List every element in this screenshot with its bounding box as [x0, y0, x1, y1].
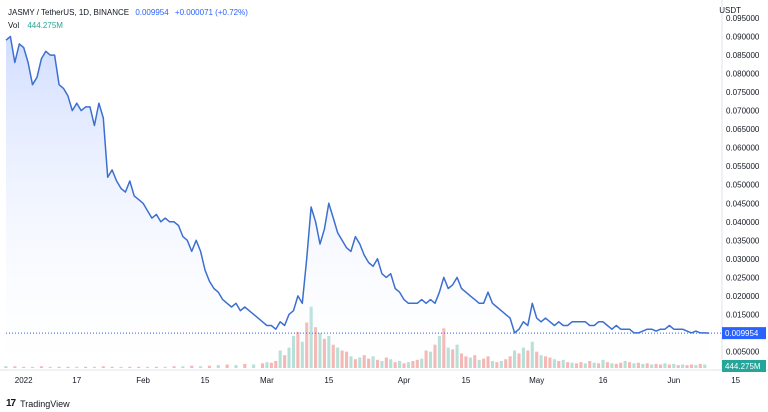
time-tick-label: May [529, 376, 544, 385]
price-area [6, 36, 710, 370]
price-tick-label: 0.020000 [726, 292, 760, 301]
tradingview-brand: TradingView [20, 398, 70, 409]
time-tick-label: 16 [599, 376, 608, 385]
time-tick-label: 15 [731, 376, 740, 385]
last-price: 0.009954 [135, 8, 169, 17]
price-tick-label: 0.095000 [726, 14, 760, 23]
symbol-label: JASMY / TetherUS, 1D, BINANCE [8, 8, 130, 17]
volume-row: Vol 444.275M [8, 19, 248, 32]
volume-tag [722, 360, 766, 372]
symbol-row: JASMY / TetherUS, 1D, BINANCE 0.009954 +… [8, 6, 248, 19]
price-tick-label: 0.065000 [726, 125, 760, 134]
price-tick-label: 0.035000 [726, 236, 760, 245]
price-tick-label: 0.060000 [726, 144, 760, 153]
price-tick-label: 0.080000 [726, 70, 760, 79]
price-tick-label: 0.025000 [726, 273, 760, 282]
time-tick-label: 15 [461, 376, 470, 385]
price-tick-label: 0.040000 [726, 218, 760, 227]
price-tick-label: 0.045000 [726, 199, 760, 208]
price-tick-label: 0.070000 [726, 107, 760, 116]
time-tick-label: Jun [667, 376, 680, 385]
price-tick-label: 0.055000 [726, 162, 760, 171]
time-tick-label: Feb [136, 376, 150, 385]
price-tick-label: 0.030000 [726, 255, 760, 264]
time-tick-label: 15 [324, 376, 333, 385]
time-tick-label: Apr [398, 376, 411, 385]
tradingview-footer[interactable]: 17 TradingView [6, 398, 70, 409]
chart-legend: JASMY / TetherUS, 1D, BINANCE 0.009954 +… [8, 6, 248, 32]
last-price-tag [722, 327, 766, 340]
price-tick-label: 0.090000 [726, 33, 760, 42]
last-price-tag-label: 0.009954 [725, 329, 759, 338]
price-tick-label: 0.015000 [726, 310, 760, 319]
time-tick-label: 2022 [15, 376, 33, 385]
price-tick-label: 0.050000 [726, 181, 760, 190]
volume-tag-label: 444.275M [725, 362, 761, 371]
price-tick-label: 0.085000 [726, 51, 760, 60]
price-tick-label: 0.075000 [726, 88, 760, 97]
time-tick-label: 15 [201, 376, 210, 385]
axis-unit: USDT [719, 6, 741, 15]
volume-value: 444.275M [27, 21, 63, 30]
price-change: +0.000071 (+0.72%) [174, 8, 248, 17]
price-tick-label: 0.005000 [726, 347, 760, 356]
tradingview-logo-icon: 17 [6, 398, 16, 409]
volume-label: Vol [8, 21, 20, 30]
time-tick-label: 17 [72, 376, 81, 385]
time-tick-label: Mar [260, 376, 274, 385]
price-line [5, 35, 710, 334]
